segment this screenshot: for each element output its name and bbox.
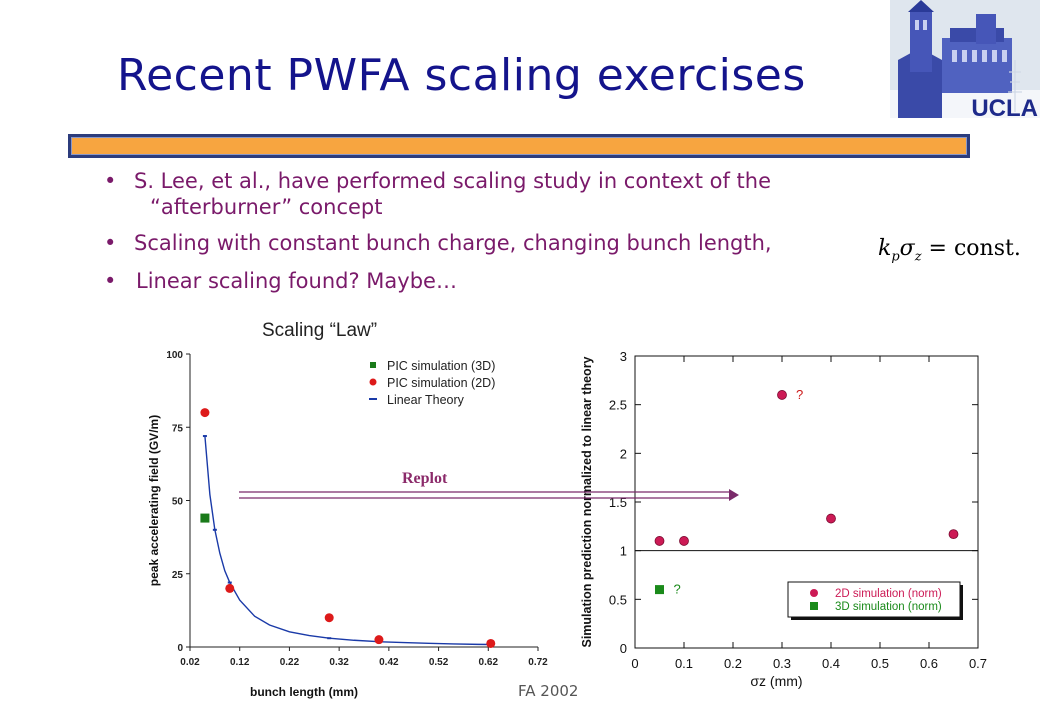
linear-theory-marker xyxy=(227,581,232,584)
y-tick-label: 0.5 xyxy=(609,592,627,607)
y-tick-label: 1 xyxy=(620,544,627,559)
replot-arrow xyxy=(239,489,739,501)
y-axis-title: peak accelerating field (GV/m) xyxy=(147,415,161,586)
annotation-question: ? xyxy=(796,387,803,402)
y-tick-label: 2.5 xyxy=(609,398,627,413)
bullet-marker: • xyxy=(104,231,117,255)
legend-label: PIC simulation (2D) xyxy=(387,376,495,390)
legend-marker-square xyxy=(370,362,376,368)
x-tick-label: 0.02 xyxy=(180,657,200,668)
pic-2d-point xyxy=(200,408,210,418)
y-axis-title: Simulation prediction normalized to line… xyxy=(580,356,594,647)
legend-marker-circle xyxy=(810,589,818,597)
bullet-marker: • xyxy=(104,269,117,293)
pic-2d-point xyxy=(225,583,235,593)
replot-label: Replot xyxy=(402,470,448,487)
linear-theory-curve xyxy=(204,435,491,646)
normalized-replot-chart: 0 0.5 1 1.5 2 2.5 3 0 0.1 0.2 0.3 0.4 0.5 0.6 0.7 σz (m… xyxy=(580,349,987,689)
x-tick-label: 0.5 xyxy=(871,656,889,671)
scaling-law-chart: 0 25 50 75 100 0.02 0.12 0.22 0.32 0.42 0.52 0.62 0.… xyxy=(147,350,548,699)
pic-2d-point xyxy=(486,638,496,648)
sim-2d-point xyxy=(777,390,787,400)
pic-2d-point xyxy=(374,635,384,645)
y-tick-label: 0 xyxy=(177,643,183,654)
y-tick-label: 1.5 xyxy=(609,495,627,510)
x-tick-label: 0.2 xyxy=(724,656,742,671)
x-tick-label: 0.52 xyxy=(429,657,449,668)
x-tick-label: 0.4 xyxy=(822,656,840,671)
sim-2d-point xyxy=(948,529,959,540)
x-tick-label: 0.12 xyxy=(230,657,250,668)
legend-marker-square xyxy=(810,602,818,610)
y-tick-label: 50 xyxy=(172,497,184,508)
x-axis-title: bunch length (mm) xyxy=(250,685,358,699)
formula-z: z xyxy=(914,249,922,265)
x-tick-label: 0.22 xyxy=(280,657,300,668)
legend-label: 3D simulation (norm) xyxy=(835,601,942,613)
bullet-1-line-1: S. Lee, et al., have performed scaling s… xyxy=(134,169,772,193)
bullet-3-text: Linear scaling found? Maybe… xyxy=(136,269,457,293)
legend-label: Linear Theory xyxy=(387,393,465,407)
title-separator-bar xyxy=(68,134,970,158)
annotation-question: ? xyxy=(674,582,681,597)
y-tick-label: 25 xyxy=(172,570,184,581)
linear-theory-marker xyxy=(202,435,207,438)
slide-title: Recent PWFA scaling exercises xyxy=(117,50,806,101)
y-tick-label: 75 xyxy=(172,423,184,434)
linear-theory-marker xyxy=(327,637,332,640)
formula-k: k xyxy=(878,236,892,261)
bullet-marker: • xyxy=(104,169,117,193)
footer-text: FA 2002 xyxy=(518,682,579,700)
sim-2d-point xyxy=(679,536,689,546)
y-tick-label: 0 xyxy=(620,641,627,656)
logo-text: UCLA xyxy=(971,95,1038,118)
chart1-title: Scaling “Law” xyxy=(262,320,378,341)
sim-2d-point xyxy=(654,536,665,546)
legend-marker-circle xyxy=(369,378,377,386)
x-tick-label: 0.7 xyxy=(969,656,987,671)
legend-box xyxy=(787,581,961,618)
y-tick-label: 100 xyxy=(166,350,183,361)
x-tick-label: 0.42 xyxy=(379,657,399,668)
arrow-head xyxy=(729,489,739,501)
pic-2d-point xyxy=(324,613,334,623)
legend-label: 2D simulation (norm) xyxy=(835,588,942,600)
x-tick-label: 0.3 xyxy=(773,656,791,671)
legend-label: PIC simulation (3D) xyxy=(387,359,495,373)
x-tick-label: 0.32 xyxy=(329,657,349,668)
x-tick-label: 0.72 xyxy=(528,657,548,668)
y-tick-label: 3 xyxy=(620,349,627,364)
formula-p: p xyxy=(891,249,900,265)
formula-rest: = const. xyxy=(921,236,1021,261)
ucla-logo: UCLA xyxy=(890,0,1040,118)
x-tick-label: 0.6 xyxy=(920,656,938,671)
x-axis-title: σz (mm) xyxy=(750,673,802,689)
formula-sigma: σ xyxy=(899,236,915,261)
x-tick-label: 0.62 xyxy=(479,657,499,668)
bullet-1-line-2: “afterburner” concept xyxy=(150,195,383,219)
sim-2d-point xyxy=(826,513,836,524)
pic-3d-point xyxy=(200,513,210,523)
sim-3d-point xyxy=(655,585,664,595)
formula-kp-sigmaz-const: kpσz = const. xyxy=(878,236,1021,264)
linear-theory-marker xyxy=(212,528,217,531)
x-tick-label: 0 xyxy=(631,656,638,671)
x-tick-label: 0.1 xyxy=(675,656,693,671)
bullet-2-text: Scaling with constant bunch charge, chan… xyxy=(134,231,772,255)
y-tick-label: 2 xyxy=(620,446,627,461)
